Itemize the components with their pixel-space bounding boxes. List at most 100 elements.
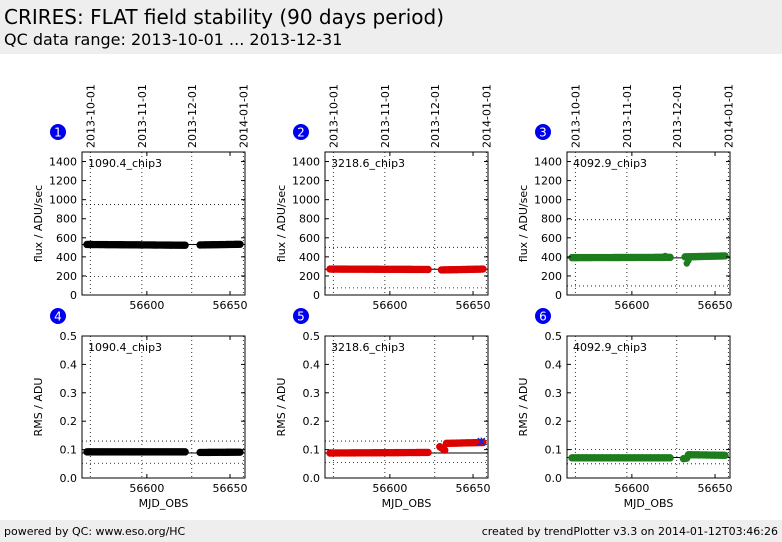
panel-label: 3218.6_chip3 xyxy=(331,157,405,170)
date-tick-label: 2013-12-01 xyxy=(429,84,442,148)
panel-label: 4092.9_chip3 xyxy=(573,157,647,170)
y-axis-label: RMS / ADU xyxy=(32,378,45,437)
y-tick-label: 1400 xyxy=(534,156,562,169)
footer-generator: created by trendPlotter v3.3 on 2014-01-… xyxy=(481,525,778,538)
data-point xyxy=(181,241,189,249)
y-axis-label: RMS / ADU xyxy=(517,378,530,437)
y-tick-label: 0.0 xyxy=(60,472,78,485)
date-tick-label: 2013-12-01 xyxy=(186,84,199,148)
x-axis-label: MJD_OBS xyxy=(139,497,189,510)
x-tick-label: 56650 xyxy=(698,299,733,312)
y-tick-label: 1200 xyxy=(292,175,320,188)
date-tick-label: 2014-01-01 xyxy=(480,84,493,148)
date-tick-label: 2013-10-01 xyxy=(84,84,97,148)
y-tick-label: 200 xyxy=(541,270,562,283)
date-tick-label: 2013-10-01 xyxy=(327,84,340,148)
chart-panel-2: 0 200 400 600 800 1000 1200 1400 56600 56650 2013-… xyxy=(275,84,493,312)
date-tick-label: 2013-11-01 xyxy=(379,84,392,148)
data-point xyxy=(441,446,449,454)
x-axis-label: MJD_OBS xyxy=(624,497,674,510)
x-tick-label: 56600 xyxy=(372,299,407,312)
plot-frame xyxy=(81,335,246,479)
plot-frame xyxy=(566,151,731,296)
x-tick-label: 56650 xyxy=(456,482,491,495)
plot-frame xyxy=(566,335,731,479)
y-tick-label: 0.0 xyxy=(303,472,321,485)
y-tick-label: 1000 xyxy=(49,194,77,207)
y-tick-label: 0.4 xyxy=(303,358,321,371)
y-tick-label: 0.2 xyxy=(60,415,78,428)
panel-number-label: 5 xyxy=(297,310,305,324)
chart-panel-6: 0.0 0.1 0.2 0.3 0.4 0.5 56600 56650 4092.9_chip3… xyxy=(517,308,733,510)
x-tick-label: 56650 xyxy=(213,299,248,312)
y-tick-label: 800 xyxy=(541,213,562,226)
y-tick-label: 0.3 xyxy=(545,387,563,400)
y-tick-label: 800 xyxy=(56,213,77,226)
chart-panel-4: 0.0 0.1 0.2 0.3 0.4 0.5 56600 56650 1090.4_chip3… xyxy=(32,308,248,510)
panel-number-badge xyxy=(293,308,309,324)
x-tick-label: 56650 xyxy=(456,299,491,312)
y-tick-label: 600 xyxy=(56,232,77,245)
y-tick-label: 800 xyxy=(299,213,320,226)
data-point xyxy=(181,448,189,456)
y-tick-label: 0 xyxy=(70,289,77,302)
y-axis-label: flux / ADU/sec xyxy=(32,185,45,262)
data-point xyxy=(721,252,729,260)
chart-panel-5: 0.0 0.1 0.2 0.3 0.4 0.5 56600 56650 3218.6_chip3… xyxy=(275,308,491,510)
y-tick-label: 1000 xyxy=(534,194,562,207)
x-tick-label: 56600 xyxy=(372,482,407,495)
y-tick-label: 1400 xyxy=(292,156,320,169)
plot-frame xyxy=(324,151,489,296)
date-tick-label: 2013-11-01 xyxy=(136,84,149,148)
report-footer: powered by QC: www.eso.org/HC created by… xyxy=(0,520,782,542)
date-tick-label: 2014-01-01 xyxy=(237,84,250,148)
y-tick-label: 0.4 xyxy=(60,358,78,371)
chart-panel-3: 0 200 400 600 800 1000 1200 1400 56600 56650 2013-… xyxy=(517,84,735,312)
date-tick-label: 2014-01-01 xyxy=(722,84,735,148)
x-tick-label: 56600 xyxy=(614,299,649,312)
y-tick-label: 0.1 xyxy=(545,444,563,457)
y-tick-label: 0.3 xyxy=(303,387,321,400)
panel-label: 3218.6_chip3 xyxy=(331,341,405,354)
date-tick-label: 2013-10-01 xyxy=(569,84,582,148)
data-point xyxy=(721,451,729,459)
x-tick-label: 56600 xyxy=(129,299,164,312)
y-tick-label: 0.0 xyxy=(545,472,563,485)
x-tick-label: 56650 xyxy=(698,482,733,495)
x-tick-label: 56600 xyxy=(614,482,649,495)
plot-frame xyxy=(324,335,489,479)
y-tick-label: 0.1 xyxy=(303,444,321,457)
data-point xyxy=(236,240,244,248)
y-tick-label: 0.2 xyxy=(303,415,321,428)
y-tick-label: 0.2 xyxy=(545,415,563,428)
y-tick-label: 0.5 xyxy=(60,330,78,343)
panel-number-badge xyxy=(535,124,551,140)
y-tick-label: 200 xyxy=(56,270,77,283)
plot-grid: 0 200 400 600 800 1000 1200 1400 56600 56650 2013-… xyxy=(32,84,735,510)
y-tick-label: 200 xyxy=(299,270,320,283)
data-point xyxy=(236,448,244,456)
x-tick-label: 56600 xyxy=(129,482,164,495)
y-axis-label: flux / ADU/sec xyxy=(275,185,288,262)
page-subtitle: QC data range: 2013-10-01 ... 2013-12-31 xyxy=(4,30,343,49)
y-tick-label: 0 xyxy=(313,289,320,302)
data-point xyxy=(424,448,432,457)
panel-label: 1090.4_chip3 xyxy=(88,157,162,170)
y-tick-label: 1400 xyxy=(49,156,77,169)
y-tick-label: 0.1 xyxy=(60,444,78,457)
chart-panel-1: 0 200 400 600 800 1000 1200 1400 56600 56650 2013-… xyxy=(32,84,250,312)
y-tick-label: 0.5 xyxy=(303,330,321,343)
y-tick-label: 1000 xyxy=(292,194,320,207)
data-point xyxy=(685,257,692,264)
data-point xyxy=(479,265,487,273)
y-tick-label: 400 xyxy=(56,251,77,264)
panel-number-label: 4 xyxy=(54,310,62,324)
y-tick-label: 1200 xyxy=(49,175,77,188)
y-tick-label: 400 xyxy=(541,251,562,264)
data-point xyxy=(661,252,669,260)
page-title: CRIRES: FLAT field stability (90 days pe… xyxy=(4,5,445,29)
date-tick-label: 2013-12-01 xyxy=(671,84,684,148)
y-tick-label: 1200 xyxy=(534,175,562,188)
y-axis-label: flux / ADU/sec xyxy=(517,185,530,262)
panel-label: 4092.9_chip3 xyxy=(573,341,647,354)
